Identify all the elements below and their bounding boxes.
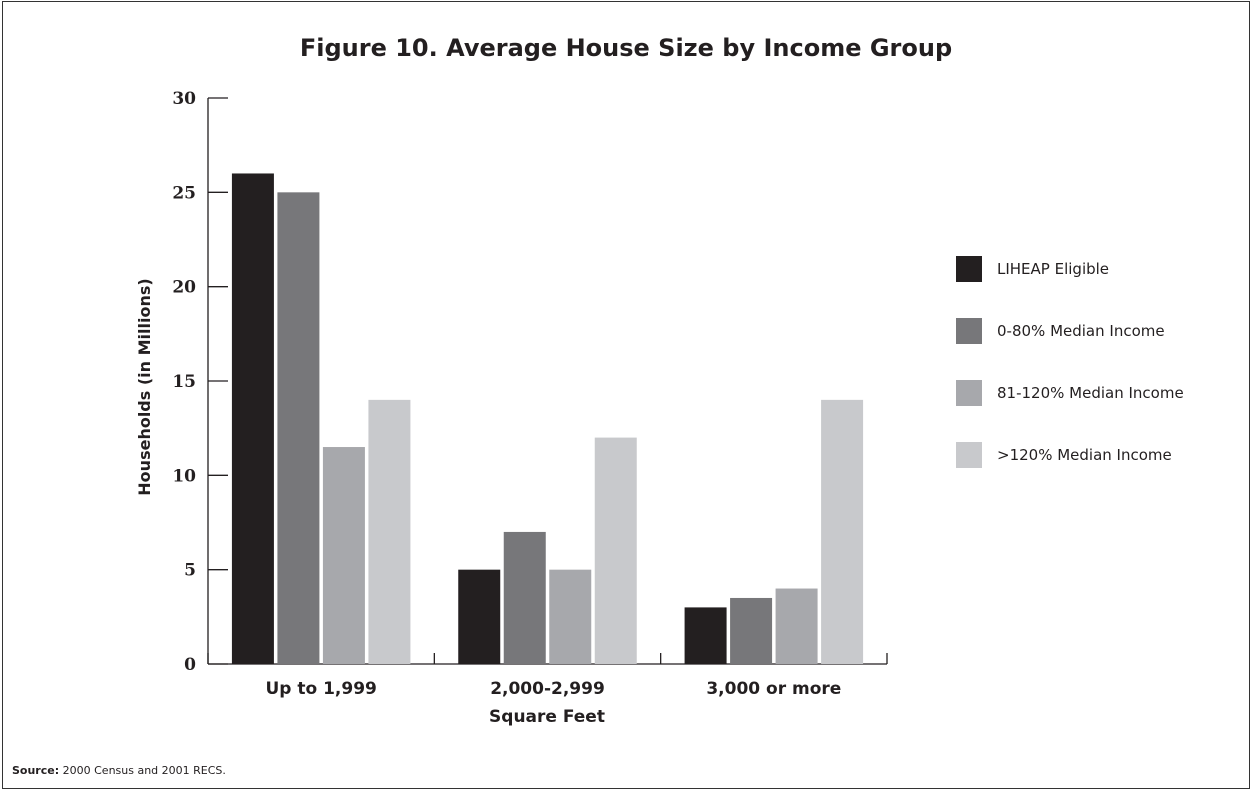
legend-label-2: 81-120% Median Income	[997, 384, 1184, 402]
x-tick-label-0: Up to 1,999	[265, 679, 376, 699]
y-tick-label-4: 20	[172, 278, 196, 298]
bar-1-3	[594, 437, 637, 664]
chart-title: Figure 10. Average House Size by Income …	[300, 34, 952, 62]
bar-2-1	[730, 597, 773, 664]
x-tick-label-2: 3,000 or more	[706, 679, 841, 699]
legend-swatch-1	[956, 318, 982, 344]
bar-1-2	[549, 569, 592, 664]
source-label: Source:	[12, 764, 60, 777]
y-axis-label: Households (in Millions)	[135, 278, 154, 495]
y-tick-label-1: 5	[184, 561, 196, 581]
x-axis-label: Square Feet	[489, 707, 605, 727]
bar-0-1	[277, 192, 320, 665]
bar-0-0	[231, 173, 274, 664]
bar-2-2	[775, 588, 818, 664]
legend-swatch-3	[956, 442, 982, 468]
legend-swatch-0	[956, 256, 982, 282]
bar-1-1	[503, 531, 546, 664]
legend: LIHEAP Eligible 0-80% Median Income 81-120…	[956, 256, 1184, 468]
bars	[231, 173, 864, 665]
x-tick-label-1: 2,000-2,999	[490, 679, 605, 699]
y-tick-label-6: 30	[172, 89, 196, 109]
legend-label-0: LIHEAP Eligible	[997, 260, 1109, 278]
legend-label-3: >120% Median Income	[997, 446, 1172, 464]
bar-0-3	[368, 399, 411, 664]
y-tick-label-0: 0	[184, 655, 196, 675]
source-note: Source: 2000 Census and 2001 RECS.	[12, 764, 226, 777]
source-text: 2000 Census and 2001 RECS.	[62, 764, 226, 777]
y-tick-label-3: 15	[172, 372, 196, 392]
legend-label-1: 0-80% Median Income	[997, 322, 1165, 340]
bar-1-0	[458, 569, 501, 664]
bar-0-2	[322, 447, 365, 664]
bar-2-3	[821, 399, 864, 664]
bar-2-0	[684, 607, 727, 664]
y-axis: 0 5 10 15 20 25 30	[172, 89, 228, 675]
x-axis: Up to 1,999 2,000-2,999 3,000 or more	[207, 653, 888, 699]
y-tick-label-2: 10	[172, 466, 196, 486]
y-tick-label-5: 25	[172, 183, 196, 203]
legend-swatch-2	[956, 380, 982, 406]
